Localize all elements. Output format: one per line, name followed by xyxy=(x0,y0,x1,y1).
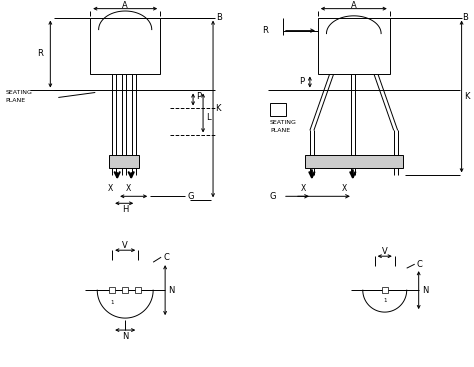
Text: X: X xyxy=(126,184,131,193)
Text: V: V xyxy=(382,247,388,256)
Bar xyxy=(90,18,160,73)
Bar xyxy=(109,287,115,293)
Text: N: N xyxy=(422,286,428,295)
Bar xyxy=(122,287,128,293)
Bar xyxy=(305,155,403,168)
Text: L: L xyxy=(206,113,210,122)
Bar xyxy=(135,287,141,293)
Text: H: H xyxy=(122,205,128,214)
Text: R: R xyxy=(262,26,268,35)
Text: PLANE: PLANE xyxy=(270,128,290,133)
Text: P: P xyxy=(299,77,304,86)
Bar xyxy=(318,18,390,73)
Text: X: X xyxy=(342,184,347,193)
Text: T: T xyxy=(275,105,281,115)
Text: N: N xyxy=(168,286,174,295)
Text: A: A xyxy=(351,1,356,10)
Text: C: C xyxy=(417,260,422,269)
Bar xyxy=(109,155,139,168)
Text: X: X xyxy=(108,184,113,193)
Bar xyxy=(382,287,388,293)
Text: X: X xyxy=(301,184,307,193)
Text: SEATING: SEATING xyxy=(270,120,297,125)
Text: B: B xyxy=(216,13,222,22)
Text: B: B xyxy=(463,13,468,22)
Text: K: K xyxy=(465,92,470,101)
Text: N: N xyxy=(122,331,128,341)
Text: PLANE: PLANE xyxy=(5,98,26,103)
Text: K: K xyxy=(215,104,220,113)
Text: G: G xyxy=(270,192,276,201)
Text: R: R xyxy=(37,49,43,58)
Bar xyxy=(270,103,286,116)
Text: 1: 1 xyxy=(383,298,386,303)
Text: P: P xyxy=(196,92,201,101)
Text: SEATING: SEATING xyxy=(5,90,32,95)
Text: 1: 1 xyxy=(110,299,114,305)
Text: C: C xyxy=(163,253,169,262)
Text: A: A xyxy=(122,1,128,10)
Text: G: G xyxy=(187,192,193,201)
Text: V: V xyxy=(122,241,128,250)
